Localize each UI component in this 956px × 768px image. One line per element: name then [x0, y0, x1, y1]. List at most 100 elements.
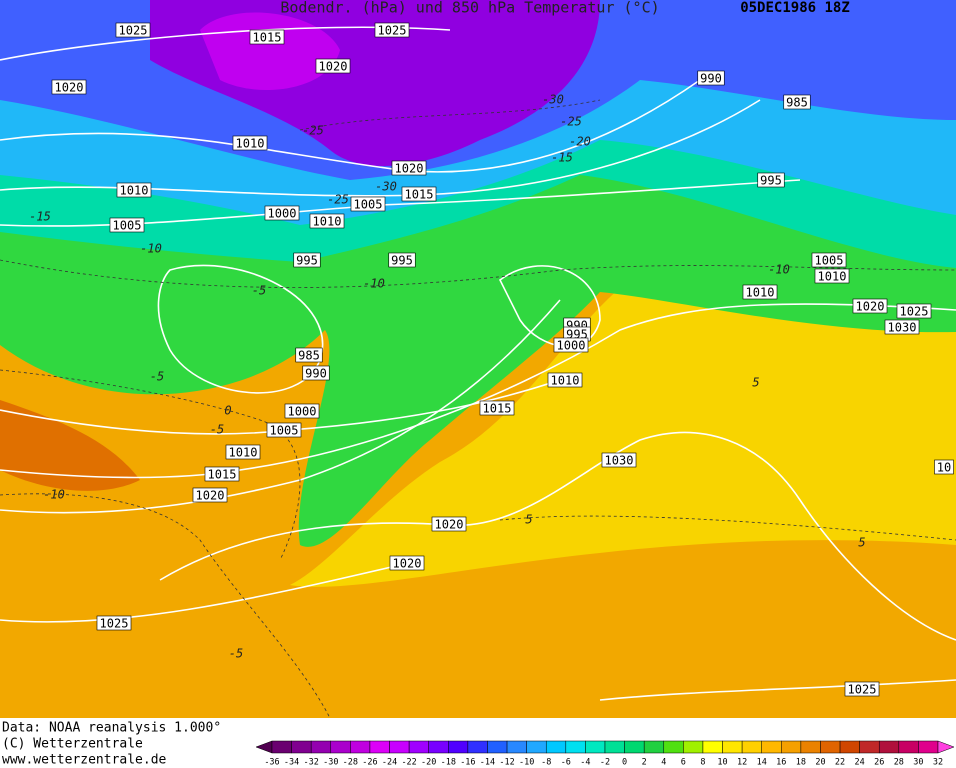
footer-line: (C) Wetterzentrale [2, 737, 143, 752]
footer: Data: NOAA reanalysis 1.000°(C) Wetterze… [2, 721, 221, 768]
isobar-label: 995 [296, 254, 318, 268]
colorbar-label: -32 [303, 758, 318, 768]
colorbar-box [350, 740, 371, 754]
isobar-label-box [553, 337, 589, 353]
isobar-label: 1010 [551, 374, 580, 388]
temperature-lines [0, 99, 956, 719]
colorbar-label: 16 [776, 758, 786, 768]
colorbar-box [428, 740, 449, 754]
isobar-label-box [697, 70, 725, 86]
colorbar-label: -28 [343, 758, 358, 768]
colorbar-label: 6 [681, 758, 686, 768]
isobar-label-box [547, 372, 583, 388]
colorbar-box [859, 740, 880, 754]
colorbar-box [839, 740, 860, 754]
temperature-label: -10 [43, 488, 65, 502]
colorbar-label: 26 [874, 758, 884, 768]
temperature-label: -5 [252, 284, 266, 298]
temperature-label: -15 [551, 151, 573, 165]
temperature-label: -30 [375, 180, 397, 194]
isobar-label: 1000 [557, 339, 586, 353]
isobar-label: 1015 [253, 31, 282, 45]
temperature-label: -10 [768, 263, 790, 277]
colorbar-label: -16 [460, 758, 475, 768]
colorbar-label: -24 [382, 758, 397, 768]
temperature-line [0, 259, 956, 288]
colorbar-label: -20 [421, 758, 436, 768]
map-title: Bodendr. (hPa) und 850 hPa Temperatur (°… [280, 0, 659, 17]
colorbar-box [467, 740, 488, 754]
isobar-label: 1025 [848, 683, 877, 697]
isobar-label-box [249, 29, 285, 45]
colorbar-box [604, 740, 625, 754]
isobar-label: 1000 [268, 207, 297, 221]
colorbar-label: 14 [757, 758, 767, 768]
isobar-label: 1025 [900, 305, 929, 319]
colorbar-label: -36 [264, 758, 279, 768]
isobar-label-box [431, 516, 467, 532]
isobar-label-box [309, 213, 345, 229]
temperature-line [499, 515, 956, 541]
isobar-label-box [302, 365, 330, 381]
isobar-label-box [479, 400, 515, 416]
colorbar-box [663, 740, 684, 754]
isobar-label-box [814, 268, 850, 284]
colorbar-label: 22 [835, 758, 845, 768]
colorbar: -36 -34 -32 -30 -28 -26 -24 -22 -20 -18 -16 -14 -12-… [255, 740, 955, 768]
isobar-label: 1005 [270, 424, 299, 438]
isobar-label: 1015 [483, 402, 512, 416]
colorbar-box [389, 740, 410, 754]
temperature-label: -15 [29, 210, 51, 224]
temperature-label: 5 [752, 376, 759, 390]
warm-field [290, 285, 956, 587]
colorbar-label: 8 [700, 758, 705, 768]
isobar-label: 1005 [354, 198, 383, 212]
isobar-label: 1015 [208, 468, 237, 482]
isobar [498, 265, 601, 348]
isobar [157, 264, 324, 394]
isobar-label-box [232, 135, 268, 151]
colorbar-box [800, 740, 821, 754]
isobar-label: 1005 [113, 219, 142, 233]
temperature-label: -5 [210, 423, 224, 437]
temperature-label: -5 [150, 370, 164, 384]
colorbar-box [369, 740, 390, 754]
map-area [0, 0, 956, 719]
isobar-label-box [388, 252, 416, 268]
isobar-label-box [852, 298, 888, 314]
colorbar-label: 30 [913, 758, 923, 768]
isobar-label-box [264, 205, 300, 221]
isobar-label-box [374, 22, 410, 38]
isobar-label: 1010 [236, 137, 265, 151]
isobar-label: 1025 [119, 24, 148, 38]
isobar-label: 1020 [393, 557, 422, 571]
temperature-labels: -25-30-25-15-20-30-25-15-10-10-5-10-50-5… [29, 93, 865, 661]
map-date: 05DEC1986 18Z [740, 0, 850, 16]
colorbar-box [408, 740, 429, 754]
footer-line: Data: NOAA reanalysis 1.000° [2, 721, 221, 736]
colorbar-label: 4 [661, 758, 666, 768]
isobar-label-box [757, 172, 785, 188]
isobar-label: 1020 [319, 60, 348, 74]
isobar [0, 303, 956, 479]
colorbar-box [702, 740, 723, 754]
isobar-label: 1020 [196, 489, 225, 503]
colorbar-label: -18 [441, 758, 456, 768]
colorbar-box [683, 740, 704, 754]
colorbar-label: -34 [284, 758, 299, 768]
isobar-label: 1020 [435, 518, 464, 532]
isobar-label: 1030 [888, 321, 917, 335]
isobar-label-box [295, 347, 323, 363]
temperature-label: -30 [542, 93, 564, 107]
isobar [159, 431, 956, 641]
isobar-label: 1010 [120, 184, 149, 198]
colorbar-box [585, 740, 606, 754]
isobar-label-box [742, 284, 778, 300]
colorbar-label: 2 [642, 758, 647, 768]
isobar-label: 1010 [746, 286, 775, 300]
colorbar-box [878, 740, 900, 754]
colorbar-label: 32 [933, 758, 943, 768]
colorbar-label: -2 [600, 758, 610, 768]
temperature-label: -25 [302, 124, 324, 138]
temperature-label: -10 [363, 277, 385, 291]
